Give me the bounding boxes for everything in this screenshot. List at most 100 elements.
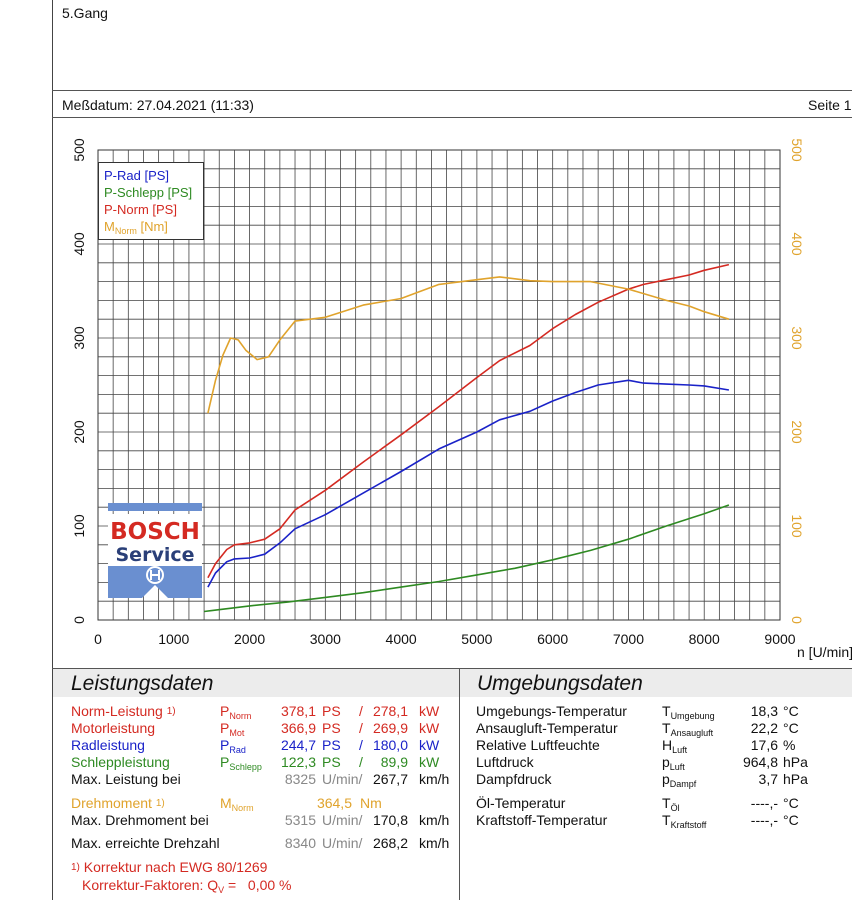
measurement-date: Meßdatum: 27.04.2021 (11:33) <box>62 97 254 113</box>
umgebung-row-value: 3,7 <box>758 771 778 787</box>
y-tick-label-left: 200 <box>71 420 87 444</box>
radleistung-kw-unit: kW <box>419 737 440 753</box>
y-tick-label-left: 100 <box>71 514 87 538</box>
x-tick-label: 1000 <box>158 631 189 647</box>
motorleistung-label: Motorleistung <box>71 720 156 736</box>
leistungsdaten-title: Leistungsdaten <box>71 672 214 695</box>
umgebung-row-unit: °C <box>783 795 799 811</box>
umgebung-row-symbol: HLuft <box>662 737 688 755</box>
umgebung-row-unit: % <box>783 737 796 753</box>
schleppleistung-symbol: PSchlepp <box>220 754 262 772</box>
leistungsdaten-header-bg <box>53 669 459 697</box>
max-drehzahl-rpm: 8340 <box>284 835 316 851</box>
y-tick-label-right: 300 <box>789 326 805 350</box>
norm-leistung-ps: 378,1 <box>280 703 316 719</box>
x-tick-label: 6000 <box>537 631 568 647</box>
footnote-korrektur-faktoren: Korrektur-Faktoren: QV = 0,00 % <box>82 877 292 895</box>
bosch-service-logo: BOSCH Service <box>108 503 202 598</box>
max-drehmoment-speed-unit: km/h <box>419 812 450 828</box>
umgebung-row-value: 22,2 <box>750 720 778 736</box>
umgebung-row-symbol: pDampf <box>662 771 697 789</box>
umgebung-row-label: Kraftstoff-Temperatur <box>476 812 608 828</box>
umgebung-row-value: ----,- <box>750 812 778 828</box>
x-tick-label: 7000 <box>613 631 644 647</box>
motorleistung-kw: 269,9 <box>372 720 408 736</box>
drehmoment-value: 364,5 <box>316 795 352 811</box>
max-drehzahl-speed: 268,2 <box>372 835 408 851</box>
umgebung-row-label: Ansaugluft-Temperatur <box>476 720 618 736</box>
x-tick-label: 4000 <box>386 631 417 647</box>
schleppleistung-label: Schleppleistung <box>71 754 170 770</box>
gear-label: 5.Gang <box>62 5 108 21</box>
y-tick-label-left: 300 <box>71 326 87 350</box>
max-drehzahl-rpm-unit: U/min/ <box>322 835 363 851</box>
schleppleistung-kw: 89,9 <box>380 754 408 770</box>
umgebung-row-label: Dampfdruck <box>476 771 552 787</box>
umgebung-row-value: 964,8 <box>742 754 778 770</box>
logo-bosch-text: BOSCH <box>110 519 200 545</box>
series-line-2 <box>207 263 730 579</box>
max-drehzahl-label: Max. erreichte Drehzahl <box>71 835 220 851</box>
frame-left-border <box>52 0 53 900</box>
legend-item-m-norm: MNorm [Nm] <box>104 219 168 236</box>
norm-leistung-symbol: PNorm <box>220 703 252 721</box>
drehmoment-label: Drehmoment 1) <box>71 795 165 811</box>
umgebung-row-value: 17,6 <box>750 737 778 753</box>
motorleistung-ps-unit: PS <box>322 720 341 736</box>
umgebung-row-symbol: TÖl <box>662 795 680 813</box>
umgebungsdaten-title: Umgebungsdaten <box>477 672 643 695</box>
footnote-korrektur: 1) Korrektur nach EWG 80/1269 <box>71 859 268 875</box>
series-line-3 <box>207 276 730 414</box>
max-drehmoment-speed: 170,8 <box>372 812 408 828</box>
page-number: Seite 1 <box>808 97 852 113</box>
header-divider <box>52 90 852 91</box>
legend-item-p-schlepp: P-Schlepp [PS] <box>104 185 193 200</box>
max-leistung-speed-unit: km/h <box>419 771 450 787</box>
x-tick-label: 5000 <box>461 631 492 647</box>
umgebung-row-unit: °C <box>783 703 799 719</box>
umgebung-row-unit: hPa <box>783 754 808 770</box>
series-line-1 <box>204 504 730 613</box>
dyno-chart: 0 1000 2000 3000 4000 5000 6000 7000 8000 9000 0 10… <box>71 138 852 660</box>
umgebung-row-unit: °C <box>783 720 799 736</box>
x-tick-label: 8000 <box>689 631 720 647</box>
max-leistung-label: Max. Leistung bei <box>71 771 181 787</box>
x-tick-label: 2000 <box>234 631 265 647</box>
umgebung-row-symbol: TAnsaugluft <box>662 720 714 738</box>
y-tick-label-right: 400 <box>789 232 805 256</box>
date-divider <box>52 117 852 118</box>
max-drehmoment-rpm: 5315 <box>284 812 316 828</box>
umgebung-row-symbol: TKraftstoff <box>662 812 707 830</box>
schleppleistung-ps: 122,3 <box>280 754 316 770</box>
umgebung-row-unit: °C <box>783 812 799 828</box>
norm-leistung-sep: / <box>359 703 363 719</box>
y-tick-label-right: 0 <box>789 616 805 624</box>
chart-bottom-divider <box>52 668 852 669</box>
umgebung-row-label: Öl-Temperatur <box>476 795 566 811</box>
umgebung-row-symbol: pLuft <box>662 754 685 772</box>
umgebung-row-value: 18,3 <box>750 703 778 719</box>
motorleistung-kw-unit: kW <box>419 720 440 736</box>
x-tick-label: 9000 <box>764 631 795 647</box>
motorleistung-symbol: PMot <box>220 720 245 738</box>
motorleistung-ps: 366,9 <box>280 720 316 736</box>
x-tick-label: 3000 <box>310 631 341 647</box>
umgebung-row-value: ----,- <box>750 795 778 811</box>
radleistung-symbol: PRad <box>220 737 246 755</box>
norm-leistung-label: Norm-Leistung 1) <box>71 703 176 719</box>
legend-item-p-norm: P-Norm [PS] <box>104 202 177 217</box>
umgebung-row-label: Umgebungs-Temperatur <box>476 703 627 719</box>
y-tick-label-left: 0 <box>71 616 87 624</box>
max-leistung-rpm-unit: U/min/ <box>322 771 363 787</box>
series-line-0 <box>207 379 730 588</box>
y-tick-label-right: 500 <box>789 138 805 162</box>
max-drehmoment-rpm-unit: U/min/ <box>322 812 363 828</box>
radleistung-sep: / <box>359 737 363 753</box>
umgebung-row-symbol: TUmgebung <box>662 703 715 721</box>
schleppleistung-kw-unit: kW <box>419 754 440 770</box>
drehmoment-unit: Nm <box>360 795 382 811</box>
motorleistung-sep: / <box>359 720 363 736</box>
norm-leistung-kw: 278,1 <box>372 703 408 719</box>
norm-leistung-kw-unit: kW <box>419 703 440 719</box>
umgebung-row-unit: hPa <box>783 771 808 787</box>
